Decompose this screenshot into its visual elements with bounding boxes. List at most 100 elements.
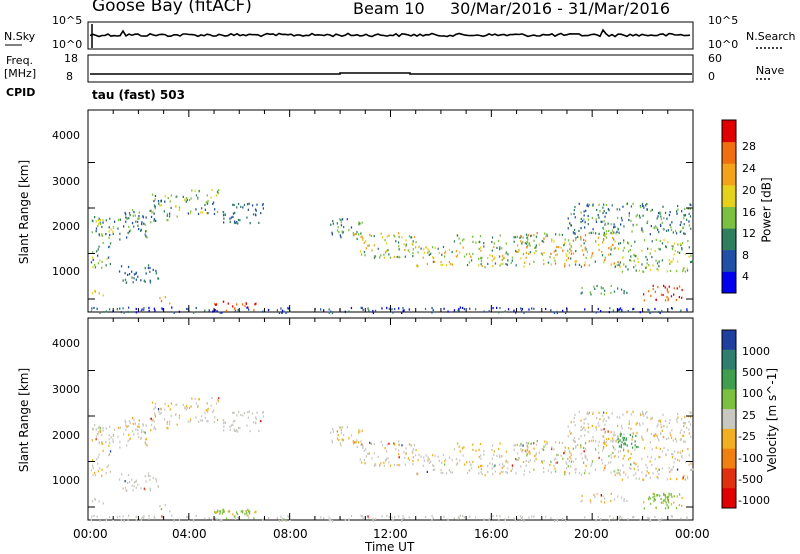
velocity-cell — [570, 453, 573, 456]
velocity-cell — [101, 433, 103, 437]
power-cell — [610, 284, 612, 287]
velocity-cell — [223, 425, 225, 428]
power-cell — [97, 223, 100, 226]
power-cell — [635, 255, 637, 258]
power-cell — [685, 253, 687, 256]
velocity-cell — [278, 519, 281, 523]
power-cell — [119, 232, 121, 235]
power-cell — [153, 219, 155, 222]
velocity-cell — [667, 437, 670, 440]
velocity-cell — [234, 419, 236, 422]
power-cell — [633, 266, 635, 269]
power-cell — [236, 303, 238, 306]
velocity-cell — [170, 414, 172, 417]
velocity-cell — [392, 519, 394, 522]
velocity-cell — [661, 450, 664, 453]
power-cell — [679, 230, 681, 233]
power-cell — [102, 221, 104, 224]
power-cell — [432, 308, 434, 312]
velocity-cell — [255, 422, 257, 425]
power-cell — [153, 307, 155, 310]
velocity-cell — [393, 442, 395, 445]
velocity-cell — [614, 448, 616, 451]
power-cell — [458, 309, 460, 312]
velocity-cell — [412, 456, 414, 459]
velocity-cell — [108, 516, 111, 519]
power-cell — [591, 216, 593, 219]
velocity-cell — [159, 505, 161, 508]
velocity-cell — [623, 471, 625, 474]
velocity-cell — [663, 446, 665, 450]
velocity-cell — [602, 449, 604, 452]
velocity-cell — [578, 437, 580, 440]
velocity-cell — [590, 439, 592, 443]
noise-left-tick-bottom: 10^0 — [52, 38, 83, 51]
power-cell — [174, 205, 177, 208]
velocity-cell — [119, 515, 121, 518]
power-cell — [533, 234, 535, 237]
power-cell — [117, 227, 119, 230]
power-cell — [373, 235, 375, 238]
power-cell — [216, 210, 219, 213]
power-cell — [635, 264, 637, 267]
power-cell — [521, 242, 523, 245]
power-cell — [493, 257, 495, 260]
power-cell — [192, 311, 195, 314]
velocity-cell — [91, 439, 93, 442]
velocity-cell — [248, 512, 251, 515]
xtick-0400: 04:00 — [172, 527, 207, 541]
velocity-cell — [670, 434, 672, 437]
velocity-cell — [232, 513, 234, 516]
velocity-cell — [244, 513, 246, 516]
power-cell — [596, 208, 598, 212]
power-cell — [530, 234, 533, 237]
velocity-cell — [590, 501, 592, 504]
power-cell — [554, 259, 556, 262]
velocity-cell — [533, 460, 536, 463]
power-cell — [666, 270, 668, 273]
velocity-cell — [372, 519, 374, 523]
velocity-cell — [588, 472, 590, 475]
power-cell — [197, 197, 199, 200]
power-cell — [123, 311, 125, 314]
velocity-cell — [626, 410, 629, 413]
velocity-cell — [580, 444, 582, 447]
velocity-cell — [405, 451, 407, 454]
power-cell — [531, 307, 533, 310]
velocity-cell — [637, 445, 639, 449]
power-cell — [510, 261, 512, 264]
velocity-cell — [659, 447, 661, 450]
velocity-cell — [659, 420, 662, 423]
power-cell — [591, 252, 594, 255]
velocity-cell — [595, 440, 597, 443]
power-cell — [144, 234, 147, 237]
power-cell — [616, 208, 618, 211]
velocity-cell — [108, 434, 110, 437]
velocity-cell — [513, 517, 515, 520]
power-cell — [584, 246, 586, 250]
velocity-cell — [613, 431, 615, 434]
velocity-cell — [654, 515, 656, 519]
power-cell — [688, 220, 690, 223]
power-cell — [128, 230, 131, 233]
power-cell — [232, 305, 234, 308]
velocity-cell — [255, 417, 257, 420]
velocity-cell — [128, 514, 130, 517]
power-cell — [247, 208, 249, 211]
velocity-cell — [215, 511, 217, 514]
velocity-cell — [625, 473, 627, 476]
velocity-cell — [688, 454, 690, 457]
velocity-cell — [629, 433, 631, 437]
power-cell — [120, 265, 123, 268]
power-cell — [99, 259, 101, 262]
velocity-cell — [124, 419, 126, 422]
power-cell — [98, 217, 100, 220]
velocity-cell — [424, 515, 427, 519]
power-cell — [681, 248, 683, 251]
velocity-cell — [605, 438, 608, 441]
power-cell — [261, 203, 264, 207]
velocity-cell — [388, 461, 390, 464]
power-cell — [258, 221, 260, 224]
velocity-cell — [105, 441, 107, 444]
power-cell — [212, 202, 214, 206]
